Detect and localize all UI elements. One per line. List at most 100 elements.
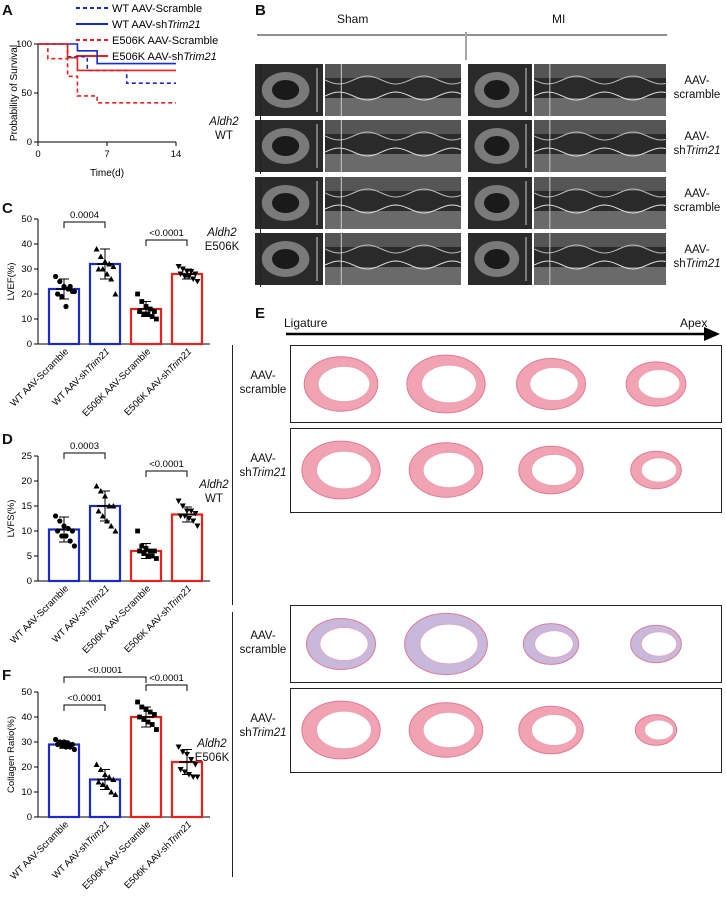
p-value-label: <0.0001 [149,459,184,470]
km-legend-label: E506K AAV-Scramble [112,35,218,47]
data-point [104,518,110,524]
data-point [93,246,100,252]
data-point [67,283,73,290]
data-point [59,743,65,749]
echo-wt-bracket [240,64,261,174]
data-point [53,513,59,519]
data-point [99,513,106,519]
masson-row-box [290,345,722,423]
data-point [190,518,197,524]
data-point [143,546,149,551]
data-point [71,746,77,753]
p-value-label: <0.0001 [149,673,184,684]
echo-panel: Sham MI [257,12,721,290]
y-tick-label: 5 [27,551,32,562]
echo-2d-image [468,120,532,172]
y-tick-label: 30 [21,737,32,748]
y-tick-label: 15 [21,501,32,512]
p-value-label: <0.0001 [149,228,184,239]
data-point [152,712,157,717]
km-legend-label: E506K AAV-shTrim21 [112,51,217,63]
data-point [110,503,117,509]
ligature-apex-arrow [286,327,720,341]
data-point [188,269,195,275]
data-point [184,269,190,275]
echo-row-label: AAV-shTrim21 [673,131,721,157]
data-point [59,533,65,539]
echo-2d-image [255,64,323,116]
data-point [97,766,104,772]
y-axis-label: LVEF(%) [6,263,17,301]
x-category-label: E506K AAV-Scramble [80,346,153,419]
data-point [177,271,184,277]
data-point [152,548,157,554]
significance-bracket [63,676,147,683]
data-point [143,304,149,309]
data-point [104,784,110,790]
bar [170,272,204,346]
masson-row-label: AAV-shTrim21 [239,453,287,479]
sham-header: Sham [337,12,369,26]
km-series-line [38,43,176,65]
masson-row-label: AAV-scramble [239,370,287,396]
x-category-label: E506K AAV-Scramble [80,819,153,892]
data-point [108,276,115,282]
y-axis-label: Collagen Ratio(%) [6,716,17,793]
p-value-label: 0.0004 [70,210,99,221]
ligature-label: Ligature [284,316,328,330]
y-tick-label: 50 [21,214,32,225]
data-point [141,717,147,722]
data-point [147,709,153,715]
echo-mmode-image [534,120,666,172]
echo-row-label: AAV-scramble [673,188,721,214]
y-tick-label: 0 [27,812,32,823]
data-point [59,293,65,300]
data-point [63,744,69,750]
data-point [112,291,119,297]
data-point [181,274,188,280]
data-point [55,291,61,297]
echo-group-e506k-label: Aldh2 E506K [204,227,240,253]
significance-bracket [145,239,188,246]
panel-label-c: C [2,200,13,217]
significance-bracket [63,221,106,228]
significance-bracket [145,470,188,477]
data-point [139,543,145,549]
data-point [99,266,106,272]
panel-label-e: E [255,305,266,322]
data-point [55,741,61,748]
data-point [61,523,67,529]
masson-wt-bracket [232,345,233,605]
data-point [184,752,190,758]
echo-mmode-image [534,177,666,229]
panel-label-a: A [2,2,13,19]
echo-2d-image [255,177,323,229]
data-point [61,739,67,745]
data-point [190,774,197,780]
data-point [181,769,188,775]
data-point [141,551,147,556]
data-point [139,704,145,710]
echo-2d-image [255,233,323,285]
survival-chart: WT AAV-Scramble WT AAV-shTrim21 E506K AAV-… [9,3,218,179]
masson-group-wt-label: Aldh2 WT [199,479,229,505]
data-point [177,767,184,773]
data-point [141,311,147,317]
data-point [145,553,151,559]
masson-group-e506k-label: Aldh2 E506K [194,738,230,764]
data-point [112,791,119,797]
p-value-label: <0.0001 [67,693,102,704]
data-point [139,299,145,304]
data-point [154,316,159,322]
data-point [154,556,159,561]
data-point [186,772,192,778]
data-point [135,699,140,705]
echo-mmode-image [325,120,461,172]
data-point [137,714,142,720]
data-point [63,533,69,539]
significance-bracket [145,684,188,691]
echo-row-label: AAV-shTrim21 [673,244,721,270]
data-point [102,258,108,264]
data-point [175,744,182,750]
